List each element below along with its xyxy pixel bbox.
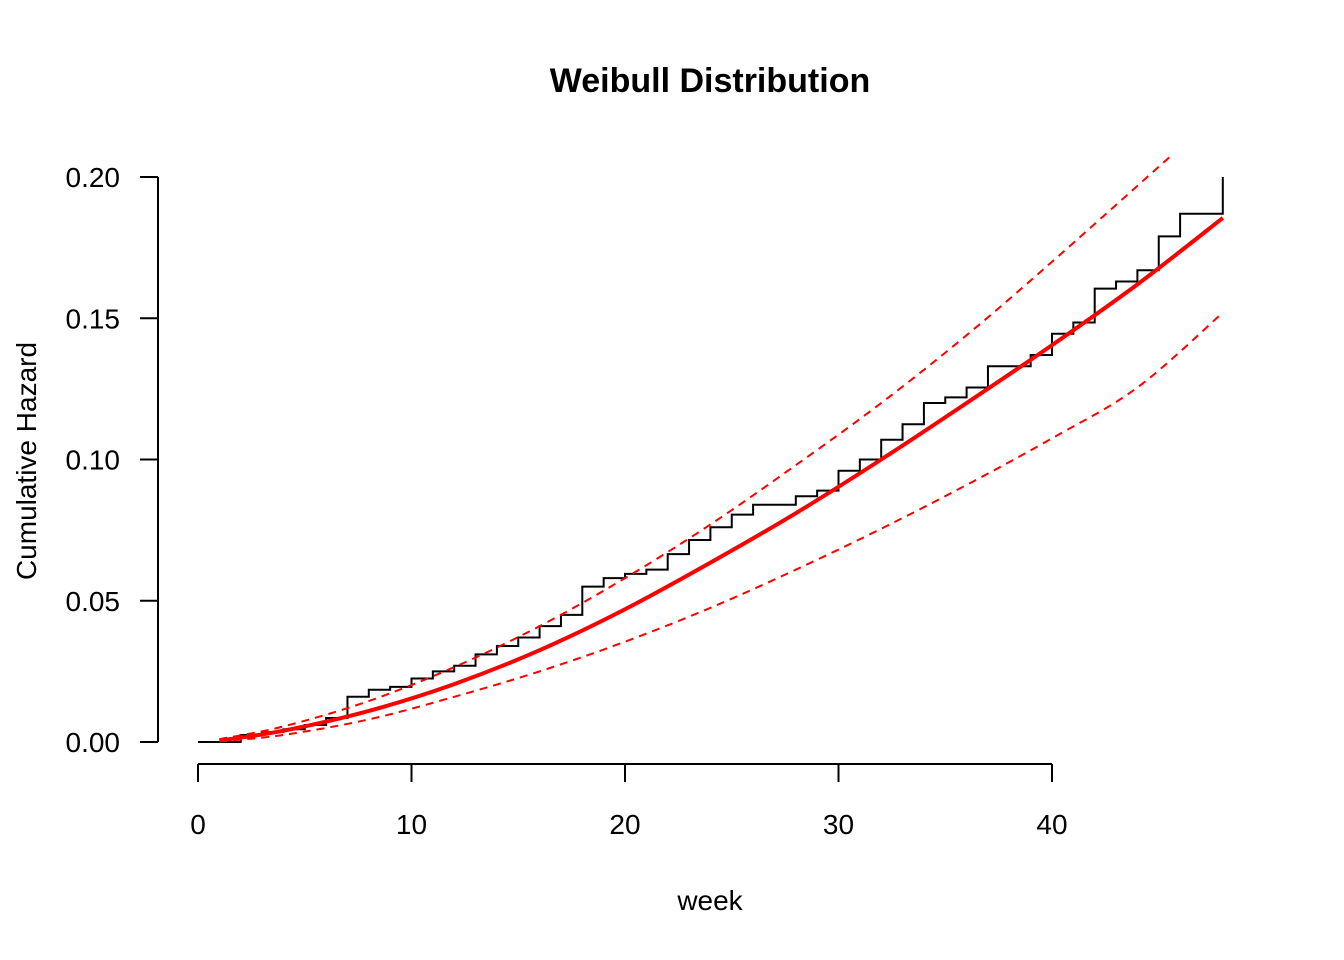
y-axis: 0.00 0.05 0.10 0.15 0.20 — [66, 162, 159, 758]
y-tick-label: 0.10 — [66, 445, 121, 476]
x-axis: 0 10 20 30 40 — [190, 763, 1068, 840]
y-tick-label: 0.15 — [66, 303, 121, 334]
step-line — [198, 177, 1224, 743]
upper-ci-line — [219, 156, 1171, 741]
fit-line — [219, 216, 1225, 743]
y-tick-label: 0.20 — [66, 162, 121, 193]
lower-ci-line — [219, 311, 1224, 743]
y-axis-label: Cumulative Hazard — [11, 342, 42, 580]
y-tick-label: 0.05 — [66, 586, 121, 617]
x-tick-label: 30 — [823, 809, 854, 840]
x-tick-label: 10 — [396, 809, 427, 840]
y-tick-label: 0.00 — [66, 727, 121, 758]
x-tick-label: 20 — [609, 809, 640, 840]
x-axis-label: week — [676, 885, 743, 916]
series-layer — [198, 156, 1225, 743]
x-tick-label: 40 — [1036, 809, 1067, 840]
x-tick-label: 0 — [190, 809, 206, 840]
chart-title: Weibull Distribution — [550, 62, 870, 100]
